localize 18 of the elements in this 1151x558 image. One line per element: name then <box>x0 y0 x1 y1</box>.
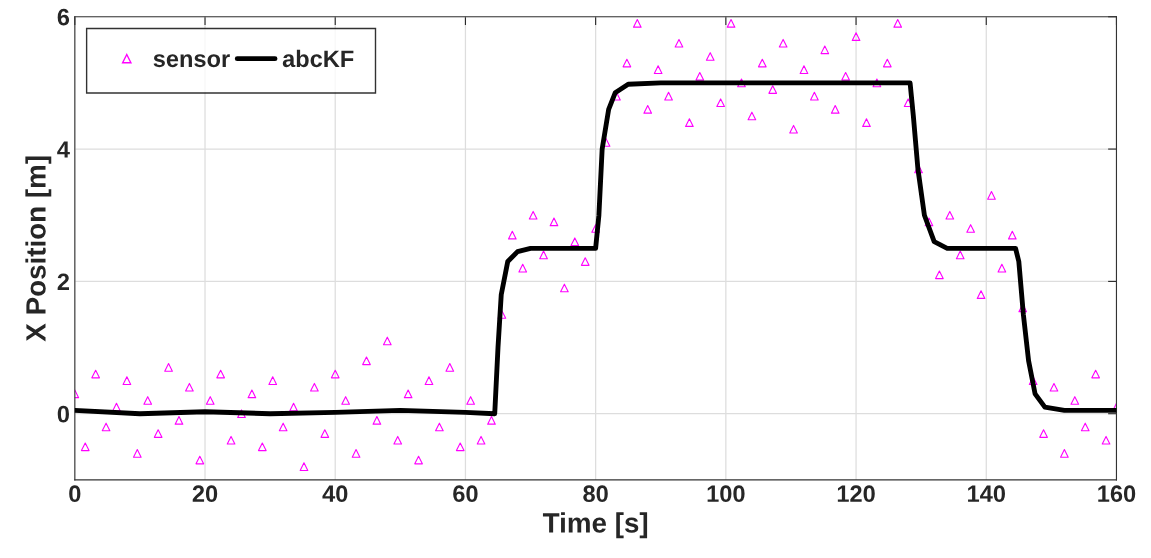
x-tick-label: 160 <box>1098 485 1136 503</box>
x-tick-label: 20 <box>192 485 218 503</box>
y-tick-label: 0 <box>57 405 69 423</box>
x-axis-title: Time [s] <box>542 512 648 539</box>
legend-label: sensor <box>153 54 230 68</box>
y-axis-title: X Position [m] <box>25 156 52 342</box>
x-tick-label: 80 <box>583 485 608 503</box>
x-tick-label: 100 <box>707 485 745 503</box>
y-tick-label: 2 <box>57 273 70 290</box>
x-tick-label: 0 <box>69 485 81 503</box>
x-tick-label: 60 <box>453 485 478 503</box>
y-tick-label: 4 <box>57 141 70 158</box>
x-tick-label: 40 <box>322 485 348 503</box>
x-tick-label: 140 <box>968 485 1005 503</box>
x-tick-label: 120 <box>837 485 875 503</box>
legend-label: abcKF <box>282 49 354 68</box>
line-series <box>74 80 1117 417</box>
y-tick-label: 6 <box>57 8 70 26</box>
